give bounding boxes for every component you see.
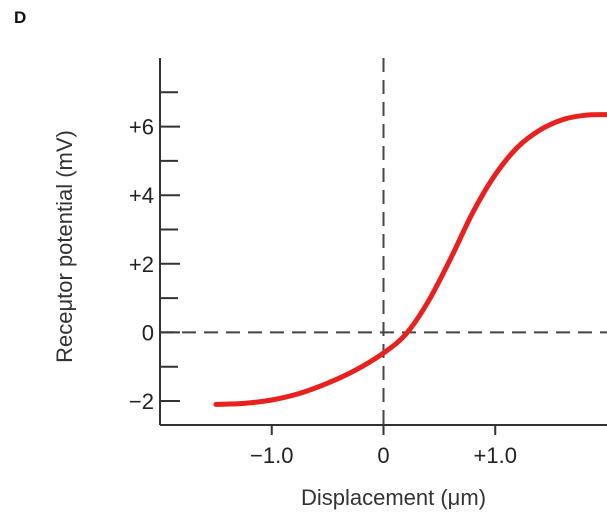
x-tick-label: −1.0	[250, 443, 293, 468]
tick-labels: −2 0 +2 +4 +6 −1.0 0 +1.0	[129, 115, 517, 468]
y-tick-label: 0	[142, 320, 154, 345]
x-tick-label: +1.0	[474, 443, 517, 468]
y-tick-label: +2	[129, 252, 154, 277]
x-tick-label: 0	[377, 443, 389, 468]
receptor-potential-curve	[213, 112, 607, 407]
y-tick-label: +6	[129, 115, 154, 140]
y-axis-label: Receμtor potential (mV)	[52, 130, 77, 363]
panel-label: D	[14, 8, 26, 27]
data-series	[213, 112, 607, 407]
reference-lines	[160, 58, 607, 425]
y-tick-label: −2	[129, 389, 154, 414]
x-axis-label: Displacement (μm)	[301, 485, 486, 510]
y-tick-label: +4	[129, 183, 154, 208]
tick-marks	[160, 91, 497, 435]
